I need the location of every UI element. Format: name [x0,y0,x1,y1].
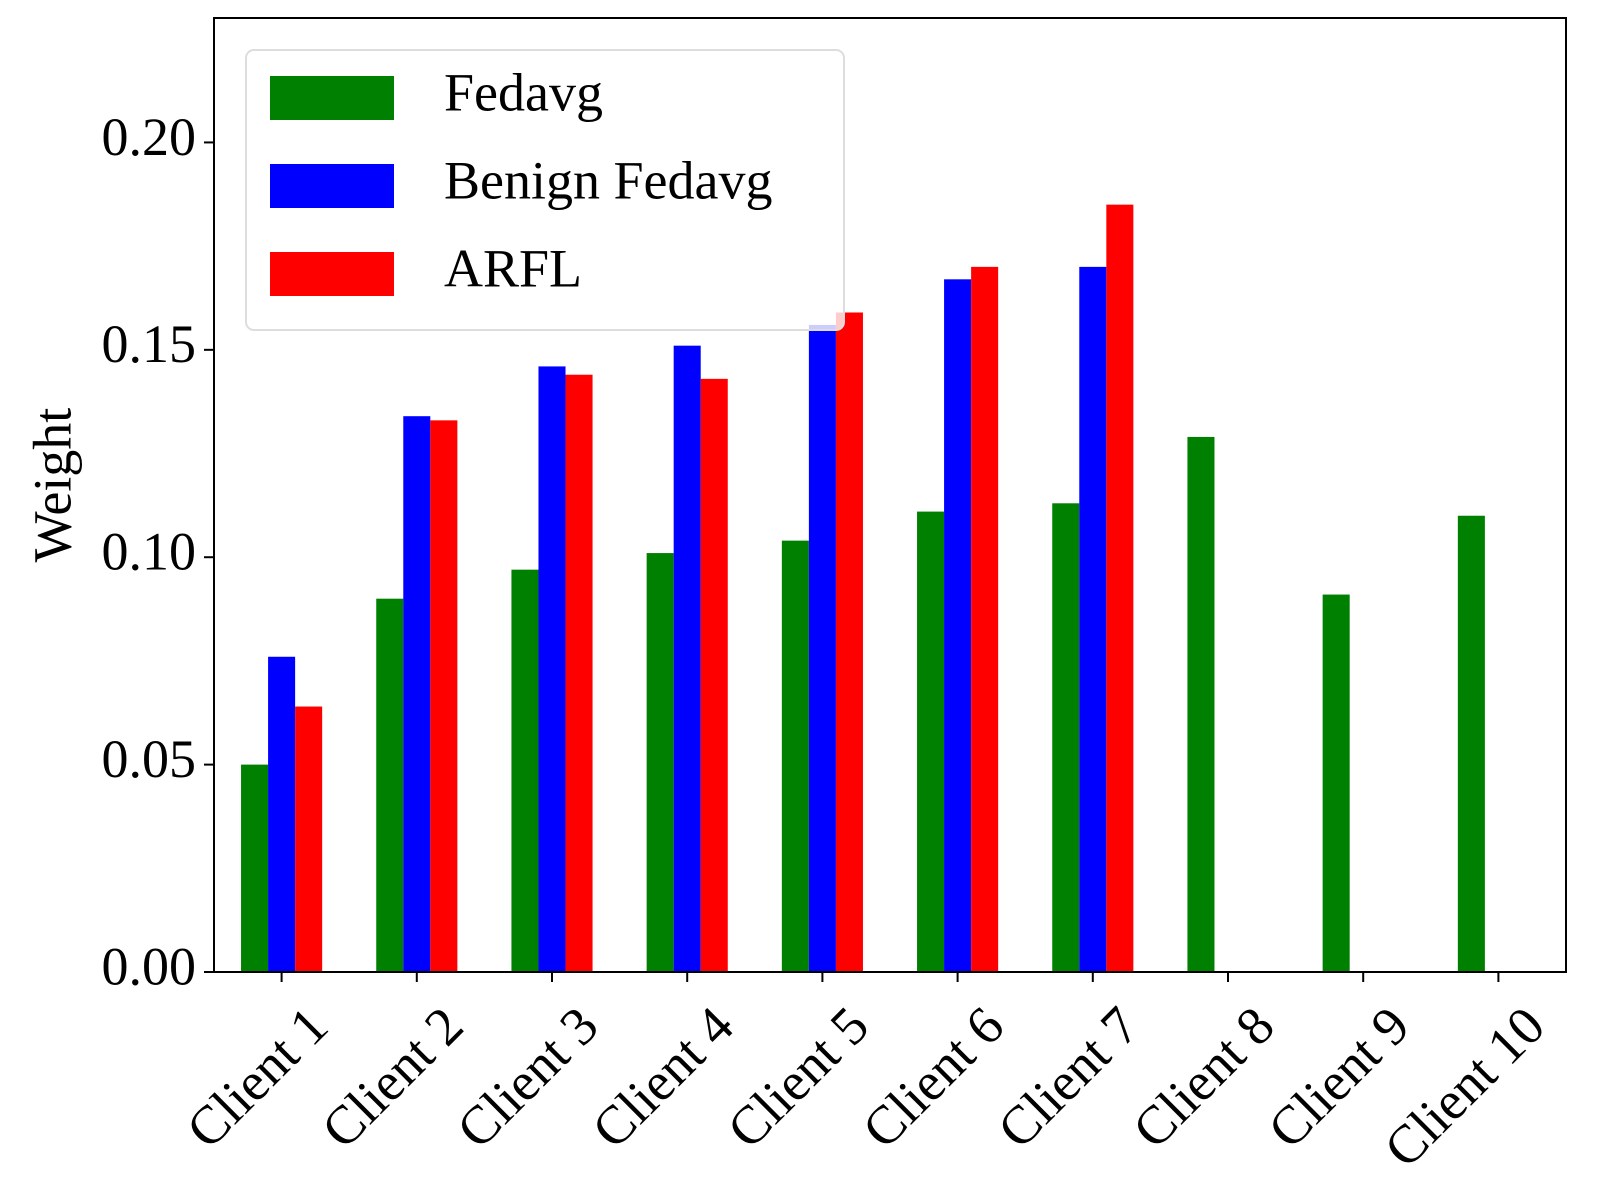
y-axis-label: Weight [22,408,82,563]
x-tick-label: Client 3 [445,995,609,1159]
plot-frame [213,17,1567,973]
bar [1052,503,1080,972]
bar [403,416,431,973]
legend-frame [245,49,845,331]
legend-swatch [270,252,394,296]
bar [646,553,674,972]
y-tick-label: 0.20 [102,107,197,167]
legend-label: Fedavg [444,62,603,122]
bar [565,374,593,973]
x-tick-label: Client 7 [986,995,1150,1159]
y-tick-label: 0.00 [102,936,197,996]
bar [1322,594,1350,972]
bar [808,324,836,973]
bar [781,540,809,972]
legend: Fedavg Benign Fedavg ARFL [245,49,845,331]
bar [673,345,701,973]
bar [700,378,728,973]
bar [1457,515,1485,972]
bar [538,366,566,973]
x-tick-label: Client 1 [175,995,339,1159]
bar [1187,436,1215,972]
legend-label: ARFL [444,238,582,298]
bar [917,511,945,972]
bar [268,656,296,972]
bar [1106,204,1134,973]
bar [835,312,863,972]
bar [511,569,539,972]
bar [295,706,323,972]
y-tick-label: 0.10 [102,522,197,582]
bar [1079,266,1107,972]
bar [430,420,458,973]
bar [944,279,972,972]
x-tick-label: Client 8 [1121,995,1285,1159]
x-tick-label: Client 5 [716,995,880,1159]
y-tick-label: 0.15 [102,314,197,374]
x-tick-label: Client 4 [580,995,744,1159]
bar [971,266,999,972]
x-tick-label: Client 2 [310,995,474,1159]
x-tick-label: Client 6 [851,995,1015,1159]
bar [241,764,269,972]
bar [376,598,404,972]
y-tick-label: 0.05 [102,729,197,789]
legend-label: Benign Fedavg [444,150,772,210]
legend-swatch [270,164,394,208]
legend-swatch [270,76,394,120]
